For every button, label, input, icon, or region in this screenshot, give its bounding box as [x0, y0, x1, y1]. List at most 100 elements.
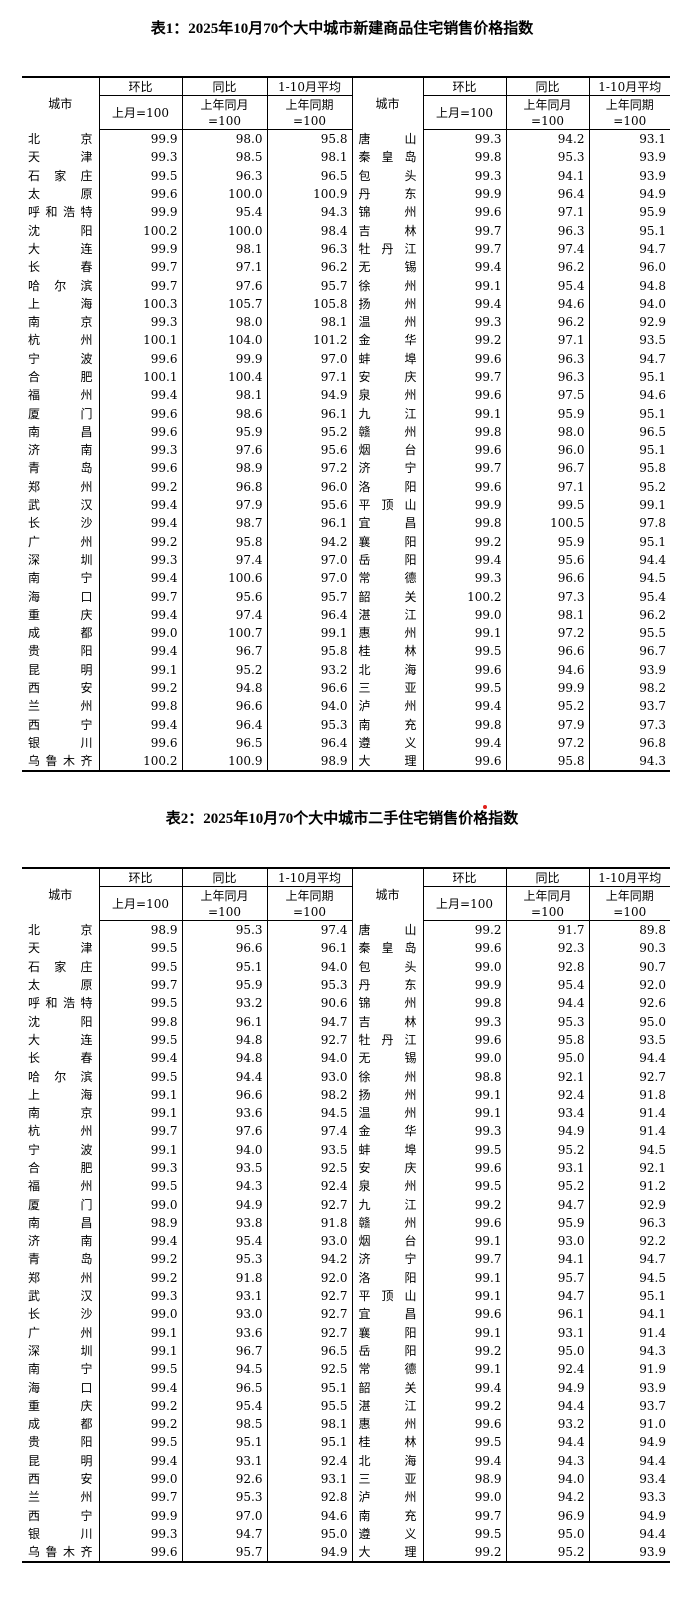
mom-value: 99.4: [98, 1378, 182, 1397]
yoy-value: 94.9: [505, 1378, 589, 1397]
mom-value: 99.1: [422, 1286, 506, 1306]
yoy-value: 98.0: [181, 312, 267, 332]
city-name: 遵义: [351, 733, 423, 753]
mom-value: 99.1: [422, 276, 506, 295]
avg-header: 1-10月平均: [588, 76, 670, 96]
avg-value: 96.7: [588, 642, 670, 661]
table-row: 广州 99.2 95.8 94.2 襄阳 99.2 95.9 95.1: [22, 532, 670, 551]
mom-value: 99.4: [98, 569, 182, 588]
city-header: 城市: [351, 867, 423, 921]
city-name: 泸州: [351, 697, 423, 716]
table-row: 乌鲁木齐 100.2 100.9 98.9 大理 99.6 95.8 94.3: [22, 752, 670, 773]
mom-value: 99.6: [98, 733, 182, 753]
yoy-value: 96.3: [181, 166, 267, 185]
avg-header: 1-10月平均: [588, 867, 670, 887]
avg-value: 93.9: [588, 166, 670, 185]
yoy-value: 95.4: [181, 1232, 267, 1251]
avg-value: 92.7: [266, 1305, 352, 1324]
city-name: 金华: [351, 1122, 423, 1141]
avg-value: 94.0: [266, 697, 352, 716]
city-name: 南昌: [28, 424, 93, 439]
yoy-value: 99.9: [505, 678, 589, 698]
city-name: 成都: [28, 1417, 93, 1432]
city-name: 九江: [351, 1195, 423, 1214]
avg-value: 92.7: [266, 1286, 352, 1306]
yoy-value: 95.4: [181, 1396, 267, 1416]
table-row: 海口 99.4 96.5 95.1 韶关 99.4 94.9 93.9: [22, 1378, 670, 1397]
mom-value: 99.3: [422, 166, 506, 185]
mom-value: 99.7: [422, 367, 506, 387]
mom-value: 99.1: [422, 1232, 506, 1251]
mom-value: 99.6: [422, 349, 506, 368]
city-name: 大连: [28, 1032, 93, 1047]
avg-value: 93.3: [588, 1488, 670, 1507]
city-name: 海口: [28, 589, 93, 604]
mom-value: 99.9: [422, 495, 506, 515]
yoy-value: 94.0: [505, 1469, 589, 1489]
mom-value: 99.8: [422, 715, 506, 734]
city-name: 哈尔滨: [28, 1069, 93, 1084]
avg-value: 92.9: [588, 1195, 670, 1214]
city-name: 呼和浩特: [28, 996, 93, 1011]
city-name: 无锡: [351, 1049, 423, 1068]
yoy-value: 98.5: [181, 1415, 267, 1434]
yoy-value: 94.7: [181, 1524, 267, 1544]
table-header: 城市 环比 同比 1-10月平均 城市 环比 同比 1-10月平均 上月=100 上年同月 =100…: [22, 76, 670, 130]
mom-value: 99.7: [98, 258, 182, 277]
avg-value: 97.0: [266, 550, 352, 570]
avg-value: 93.1: [266, 1469, 352, 1489]
mom-value: 99.5: [422, 1524, 506, 1544]
avg-value: 92.7: [266, 1323, 352, 1342]
mom-value: 99.0: [422, 1049, 506, 1068]
avg-value: 93.4: [588, 1469, 670, 1489]
avg-value: 94.7: [588, 1250, 670, 1269]
yoy-header: 同比: [181, 76, 267, 96]
mom-value: 99.5: [98, 1433, 182, 1452]
avg-value: 98.9: [266, 752, 352, 773]
mom-value: 99.4: [98, 605, 182, 625]
avg-value: 105.8: [266, 294, 352, 313]
avg-value: 92.6: [588, 994, 670, 1013]
mom-value: 99.6: [422, 1415, 506, 1434]
city-name: 南京: [28, 1106, 93, 1121]
city-name: 兰州: [28, 1490, 93, 1505]
yoy-value: 95.6: [505, 550, 589, 570]
avg-value: 94.3: [588, 1341, 670, 1361]
city-name: 海口: [28, 1380, 93, 1395]
mom-value: 99.8: [422, 994, 506, 1013]
mom-value: 99.9: [98, 239, 182, 259]
avg-value: 92.4: [266, 1451, 352, 1470]
mom-value: 99.4: [98, 1451, 182, 1470]
table-row: 乌鲁木齐 99.6 95.7 94.9 大理 99.2 95.2 93.9: [22, 1543, 670, 1564]
yoy-value: 100.0: [181, 221, 267, 240]
avg-value: 94.9: [266, 386, 352, 405]
yoy-value: 93.1: [181, 1286, 267, 1306]
avg-value: 96.8: [588, 733, 670, 753]
avg-value: 96.5: [588, 422, 670, 442]
yoy-value: 97.9: [181, 495, 267, 515]
table-row: 宁波 99.1 94.0 93.5 蚌埠 99.5 95.2 94.5: [22, 1140, 670, 1159]
city-name: 赣州: [351, 1213, 423, 1233]
city-name: 泉州: [351, 1177, 423, 1196]
avg-value: 90.3: [588, 939, 670, 958]
mom-value: 99.0: [422, 1488, 506, 1507]
avg-value: 94.9: [588, 184, 670, 204]
yoy-value: 98.6: [181, 404, 267, 423]
yoy-value: 95.7: [181, 1543, 267, 1564]
yoy-base-header: 上年同月 =100: [505, 95, 589, 130]
yoy-value: 95.4: [505, 276, 589, 295]
avg-base-header: 上年同期 =100: [588, 886, 670, 921]
avg-value: 98.1: [266, 1415, 352, 1434]
mom-value: 99.2: [98, 678, 182, 698]
yoy-base-header: 上年同月 =100: [181, 886, 267, 921]
avg-value: 92.0: [266, 1268, 352, 1287]
yoy-value: 96.1: [505, 1305, 589, 1324]
avg-value: 93.5: [588, 331, 670, 350]
city-name: 深圳: [28, 1343, 93, 1358]
mom-value: 99.2: [422, 1341, 506, 1361]
mom-value: 99.7: [422, 239, 506, 259]
mom-value: 99.1: [422, 1323, 506, 1342]
city-name: 徐州: [351, 1067, 423, 1086]
city-name: 无锡: [351, 258, 423, 277]
mom-value: 99.1: [422, 1268, 506, 1287]
